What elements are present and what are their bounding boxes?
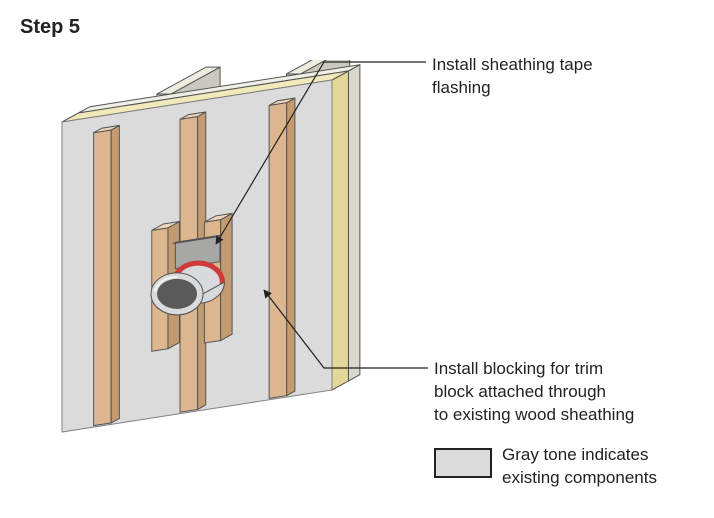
legend-line2: existing components	[502, 468, 657, 487]
annotation-blocking: Install blocking for trim block attached…	[434, 358, 634, 427]
annotation-blocking-line2: block attached through	[434, 382, 606, 401]
annotation-blocking-line1: Install blocking for trim	[434, 359, 603, 378]
construction-diagram	[44, 60, 424, 460]
annotation-flashing-line1: Install sheathing tape	[432, 55, 593, 74]
legend-line1: Gray tone indicates	[502, 445, 648, 464]
legend-text: Gray tone indicates existing components	[502, 444, 657, 490]
annotation-flashing-line2: flashing	[432, 78, 491, 97]
legend-swatch	[434, 448, 492, 478]
annotation-blocking-line3: to existing wood sheathing	[434, 405, 634, 424]
diagram-stage: { "step_title": { "text": "Step 5", "fon…	[0, 0, 714, 518]
annotation-flashing: Install sheathing tape flashing	[432, 54, 593, 100]
step-title: Step 5	[20, 16, 80, 39]
